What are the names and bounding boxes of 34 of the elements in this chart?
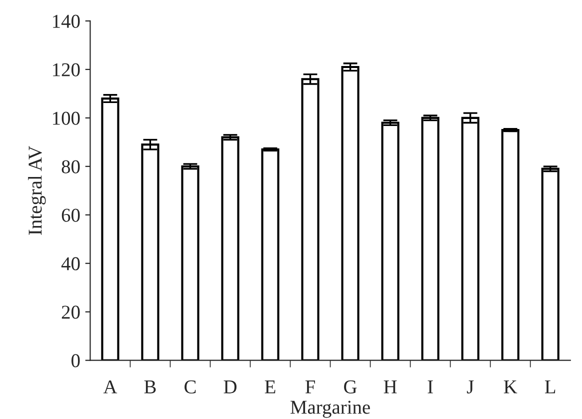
y-tick-label: 0	[72, 354, 80, 368]
y-tick-label: 60	[62, 208, 80, 222]
x-tick-label: L	[544, 380, 556, 394]
x-axis-title: Margarine	[290, 400, 370, 418]
y-tick-label: 20	[62, 306, 80, 319]
y-tick-label: 40	[61, 257, 80, 270]
bar	[141, 144, 160, 360]
x-tick-label: F	[305, 380, 315, 394]
x-tick-label: E	[264, 380, 276, 394]
bar	[101, 97, 120, 360]
bar	[381, 122, 400, 360]
bar	[221, 136, 240, 360]
y-tick-label: 100	[53, 112, 80, 125]
x-tick-label: I	[428, 380, 433, 394]
bar	[541, 168, 560, 360]
y-axis-title: Integral AV	[28, 146, 46, 235]
bar	[461, 116, 480, 360]
y-tick-label: 120	[53, 63, 80, 76]
bar	[301, 78, 320, 360]
x-tick-label: J	[466, 380, 474, 394]
x-tick-label: G	[344, 380, 357, 394]
y-tick-label: 80	[62, 160, 80, 174]
x-tick-label: C	[184, 380, 196, 394]
y-tick-label: 140	[53, 14, 80, 28]
bar	[501, 128, 520, 360]
bar	[341, 66, 360, 360]
x-tick-label: A	[103, 380, 118, 394]
x-tick-label: D	[224, 380, 236, 394]
bar	[181, 165, 200, 360]
x-tick-label: H	[384, 380, 397, 394]
bar	[421, 116, 440, 360]
x-tick-label: B	[144, 380, 156, 394]
x-tick-label: K	[504, 380, 518, 394]
bar	[261, 148, 280, 360]
